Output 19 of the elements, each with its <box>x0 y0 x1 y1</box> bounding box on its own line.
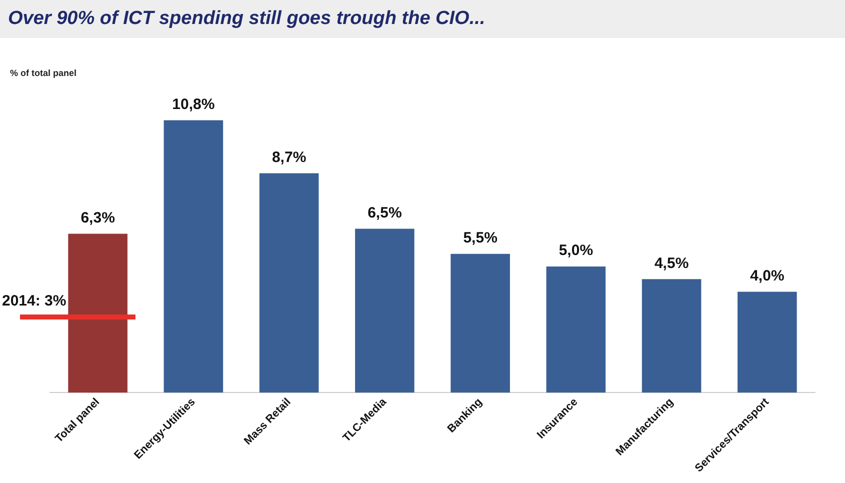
data-label: 8,7% <box>272 148 306 166</box>
data-label: 10,8% <box>172 96 215 113</box>
bar <box>642 279 702 393</box>
chart-title: Over 90% of ICT spending still goes trough the CIO... <box>0 0 845 38</box>
bar <box>164 120 224 393</box>
bar <box>546 266 606 393</box>
data-label: 6,5% <box>368 204 402 222</box>
bar <box>68 234 128 393</box>
data-label: 4,5% <box>654 254 689 272</box>
bar <box>259 173 319 393</box>
data-label: 5,5% <box>463 230 498 247</box>
ref-line-label: 2014: 3% <box>2 292 66 310</box>
data-label: 5,0% <box>558 242 594 260</box>
bar <box>738 292 797 393</box>
bar <box>355 228 414 393</box>
data-label: 4,0% <box>750 267 784 284</box>
data-label: 6,3% <box>80 209 115 226</box>
bar <box>450 254 510 393</box>
y-axis-title: % of total panel <box>10 68 77 78</box>
